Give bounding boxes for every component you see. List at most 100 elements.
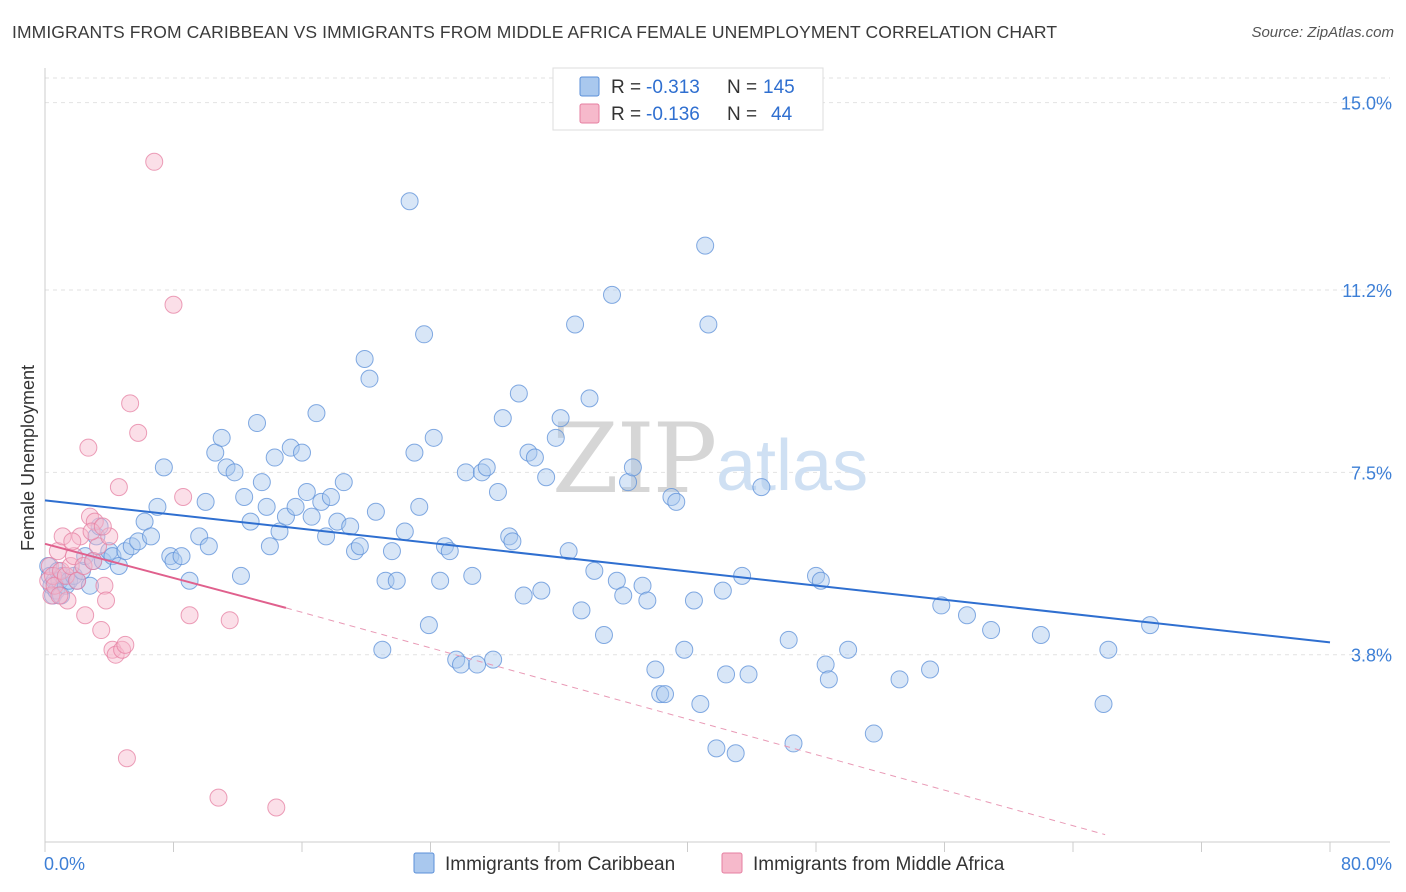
point-caribbean-101 (546, 428, 565, 447)
legend-r-label-2: R = (611, 104, 641, 125)
point-caribbean-29 (148, 497, 167, 516)
point-caribbean-62 (334, 473, 353, 492)
trend-line-caribbean (44, 499, 1331, 644)
legend-swatch-middle-africa (579, 103, 600, 124)
point-caribbean-41 (225, 463, 244, 482)
bottom-legend-label-middle-africa: Immigrants from Middle Africa (753, 854, 1005, 875)
point-caribbean-135 (807, 566, 825, 585)
point-caribbean-33 (172, 547, 191, 566)
point-caribbean-52 (281, 438, 300, 457)
point-caribbean-95 (509, 384, 528, 403)
point-caribbean-104 (566, 315, 585, 334)
legend-r-value-1: -0.313 (646, 77, 700, 98)
point-caribbean-47 (257, 497, 276, 516)
point-caribbean-121 (675, 640, 694, 659)
point-caribbean-108 (594, 625, 613, 644)
point-caribbean-84 (452, 655, 471, 674)
legend-r-label-1: R = (611, 77, 641, 98)
chart-title: IMMIGRANTS FROM CARIBBEAN VS IMMIGRANTS … (12, 22, 1058, 42)
axes (44, 68, 1390, 852)
point-caribbean-129 (726, 744, 745, 763)
point-caribbean-120 (667, 492, 686, 511)
point-caribbean-116 (646, 660, 665, 679)
point-caribbean-147 (1094, 694, 1113, 713)
legend-box: R = -0.313 N = 145 R = -0.136 N = 44 (552, 67, 824, 131)
point-caribbean-122 (684, 591, 703, 610)
point-caribbean-149 (1141, 616, 1160, 635)
point-caribbean-53 (286, 497, 305, 516)
watermark: ZIP atlas (552, 403, 868, 515)
point-caribbean-82 (440, 542, 459, 561)
source-label: Source: ZipAtlas.com (1251, 24, 1394, 41)
point-caribbean-66 (355, 349, 374, 368)
legend-r-value-2: -0.136 (646, 104, 700, 125)
point-caribbean-74 (400, 192, 419, 211)
point-middle-africa-34 (164, 295, 183, 314)
point-caribbean-67 (360, 369, 379, 388)
point-caribbean-144 (957, 606, 976, 625)
point-middle-africa-21 (92, 621, 111, 640)
legend-n-value-1: 145 (763, 77, 795, 98)
point-caribbean-54 (293, 443, 311, 462)
point-caribbean-143 (932, 596, 951, 615)
point-caribbean-90 (484, 650, 503, 669)
bottom-legend-label-caribbean: Immigrants from Caribbean (445, 854, 675, 875)
bottom-legend-swatch-caribbean (413, 852, 435, 874)
point-caribbean-73 (395, 522, 414, 541)
point-caribbean-105 (572, 601, 591, 620)
point-caribbean-60 (321, 487, 340, 506)
point-middle-africa-17 (80, 507, 99, 526)
point-caribbean-100 (537, 468, 556, 487)
point-middle-africa-28 (113, 640, 132, 659)
point-middle-africa-41 (63, 532, 82, 551)
point-caribbean-36 (196, 492, 215, 511)
point-caribbean-42 (231, 566, 250, 585)
point-caribbean-127 (713, 581, 732, 600)
x-tick-label-max: 80.0% (1341, 854, 1392, 874)
trend-line-middle-africa-extension (285, 607, 1106, 836)
bottom-legend: Immigrants from Caribbean Immigrants fro… (413, 852, 1005, 875)
point-caribbean-57 (307, 404, 326, 423)
point-caribbean-79 (424, 428, 443, 447)
point-caribbean-83 (447, 650, 466, 669)
point-caribbean-76 (410, 497, 429, 516)
point-middle-africa-43 (93, 517, 112, 536)
point-caribbean-119 (662, 487, 681, 506)
legend-n-label-2: N = (727, 104, 757, 125)
bottom-legend-swatch-middle-africa (721, 852, 743, 874)
point-middle-africa-23 (97, 591, 116, 610)
point-caribbean-128 (717, 665, 736, 684)
point-caribbean-142 (921, 660, 940, 679)
point-caribbean-48 (260, 537, 279, 556)
point-caribbean-103 (559, 542, 578, 561)
point-middle-africa-38 (220, 611, 239, 630)
point-caribbean-98 (525, 448, 544, 467)
point-caribbean-102 (551, 409, 570, 428)
point-caribbean-85 (456, 463, 475, 482)
point-middle-africa-42 (82, 522, 101, 541)
point-middle-africa-36 (180, 606, 199, 625)
point-caribbean-75 (405, 443, 424, 462)
point-caribbean-92 (493, 409, 512, 428)
point-middle-africa-33 (145, 152, 164, 171)
point-middle-africa-40 (50, 586, 69, 605)
y-tick-label-3: 15.0% (1341, 94, 1392, 114)
scatter-points (39, 152, 1160, 817)
point-middle-africa-35 (174, 487, 193, 506)
y-axis-title: Female Unemployment (18, 365, 38, 551)
point-caribbean-145 (982, 621, 1001, 640)
legend-n-value-2: 44 (771, 104, 793, 125)
point-caribbean-109 (603, 285, 622, 304)
point-caribbean-72 (387, 571, 406, 590)
point-middle-africa-29 (116, 635, 135, 654)
point-caribbean-68 (366, 502, 385, 521)
point-middle-africa-1 (40, 556, 59, 575)
point-middle-africa-37 (209, 788, 228, 807)
point-caribbean-133 (779, 630, 798, 649)
point-caribbean-46 (252, 473, 271, 492)
x-tick-label-min: 0.0% (44, 854, 85, 874)
point-caribbean-69 (373, 640, 392, 659)
point-middle-africa-32 (129, 423, 148, 442)
point-middle-africa-27 (109, 478, 128, 497)
point-caribbean-141 (890, 670, 909, 689)
